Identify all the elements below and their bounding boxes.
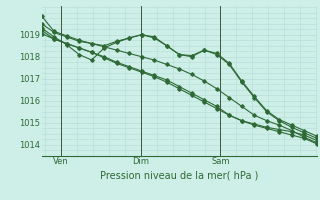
X-axis label: Pression niveau de la mer( hPa ): Pression niveau de la mer( hPa )	[100, 171, 258, 181]
